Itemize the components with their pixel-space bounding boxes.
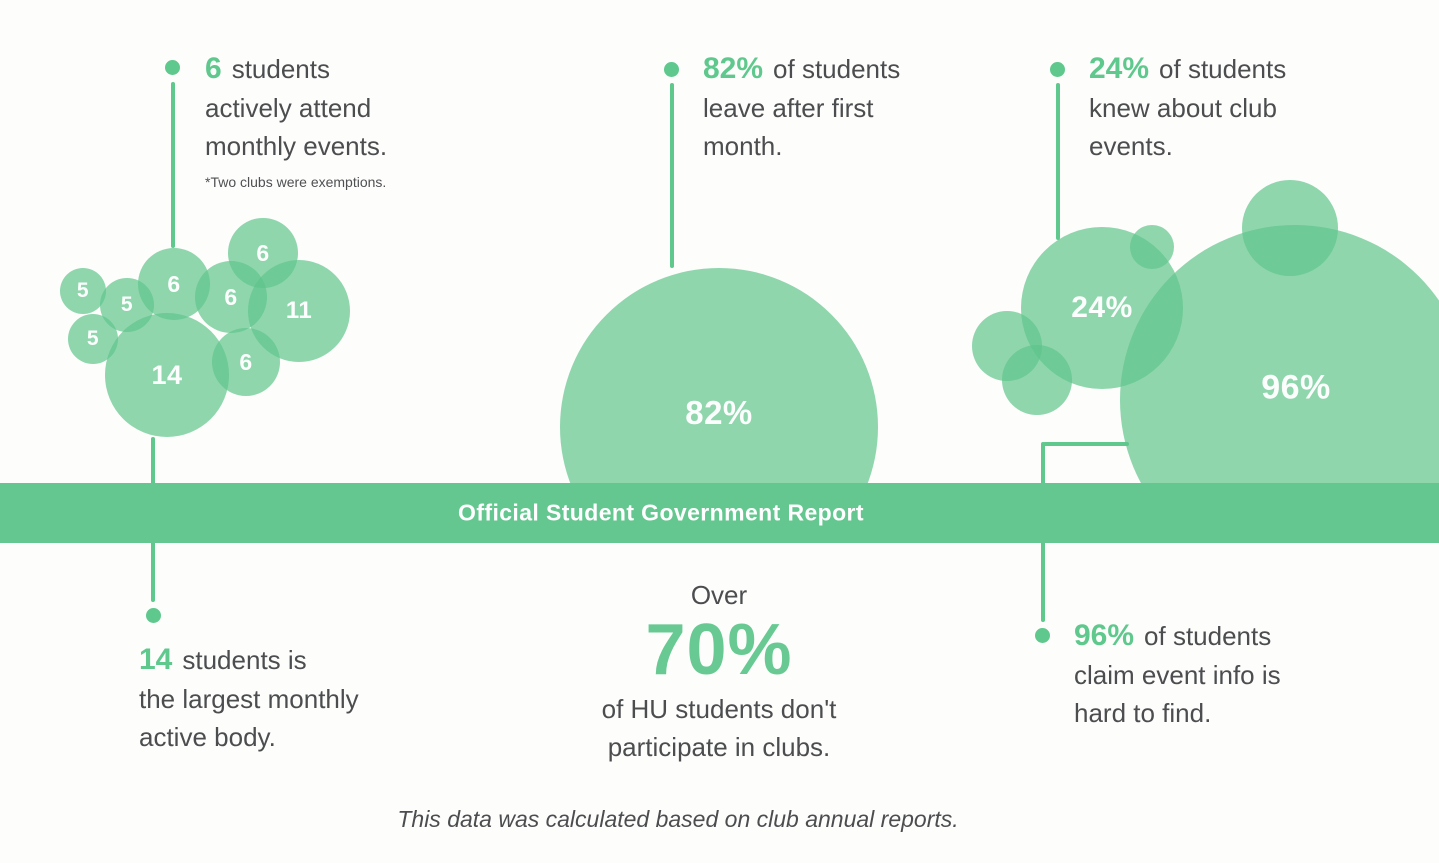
connector-line-top-right xyxy=(1056,83,1060,240)
bubble-label: 82% xyxy=(685,394,753,431)
stat-value: 6 xyxy=(205,52,222,85)
note-footnote: *Two clubs were exemptions. xyxy=(205,173,387,190)
connector-dot-top-left xyxy=(165,60,180,75)
note-line: leave after first xyxy=(703,92,874,123)
stat-value-large: 70% xyxy=(645,609,793,690)
note-top-left: 6 students actively attend monthly events… xyxy=(205,50,387,192)
stat-value: 14 xyxy=(139,643,173,676)
note-line: actively attend xyxy=(205,92,372,123)
note-bottom-middle: Over 70% of HU students don't participat… xyxy=(602,576,837,767)
bubble-label: 6 xyxy=(167,270,181,297)
bubble-label: 5 xyxy=(120,293,134,316)
bubble-label: 6 xyxy=(224,283,238,310)
note-top-right: 24% of students knew about club events. xyxy=(1089,50,1286,166)
bubble-monthly-active-students-per-club-5: 5 xyxy=(60,268,106,314)
note-line: active body. xyxy=(139,722,276,752)
note-bottom-left: 14 students is the largest monthly active… xyxy=(139,641,359,757)
note-line: 6 students xyxy=(205,50,387,89)
stat-value: 82% xyxy=(703,52,764,85)
bubble-label: 6 xyxy=(239,348,253,375)
connector-dot-bottom-left xyxy=(145,608,161,623)
banner: Official Student Government Report xyxy=(0,483,1439,543)
note-line: hard to find. xyxy=(1074,698,1212,728)
note-line: 96% of students xyxy=(1074,617,1281,656)
bubble-label: 96% xyxy=(1261,368,1331,407)
stat-value: 24% xyxy=(1089,52,1150,85)
bubble-label: 6 xyxy=(256,239,270,266)
connector-line-top-middle xyxy=(669,83,674,268)
connector-line-bottom-right-horizontal xyxy=(1042,441,1129,446)
note-text: of students xyxy=(773,54,901,84)
note-line: events. xyxy=(1089,131,1173,161)
note-line: 82% of students xyxy=(703,50,900,89)
note-line: 24% of students xyxy=(1089,50,1286,89)
connector-dot-bottom-right xyxy=(1034,628,1050,643)
note-line: participate in clubs. xyxy=(607,732,831,762)
bubble-label: 24% xyxy=(1071,291,1133,324)
connector-line-top-left xyxy=(170,82,175,248)
banner-title: Official Student Government Report xyxy=(458,499,864,526)
note-line: the largest monthly xyxy=(139,683,359,714)
bubble-monthly-active-students-per-club-14: 14 xyxy=(105,313,229,437)
note-line: knew about club xyxy=(1089,92,1277,123)
note-bottom-right: 96% of students claim event info is hard … xyxy=(1074,617,1281,733)
note-line: claim event info is xyxy=(1074,659,1281,690)
note-text: of students xyxy=(1144,621,1272,651)
caption: This data was calculated based on club a… xyxy=(397,806,959,832)
note-text: students xyxy=(231,54,330,84)
note-line: month. xyxy=(703,131,783,161)
connector-dot-top-middle xyxy=(664,61,679,77)
bubble-label: 5 xyxy=(76,279,90,302)
note-text: students is xyxy=(182,645,307,675)
bubble-label: 14 xyxy=(151,359,183,390)
connector-dot-top-right xyxy=(1050,61,1065,77)
note-line: Over xyxy=(690,580,748,610)
stat-value: 96% xyxy=(1074,619,1135,652)
bubble-label: 11 xyxy=(285,297,313,324)
note-line: 14 students is xyxy=(139,641,359,680)
note-text: of students xyxy=(1159,54,1287,84)
note-line: of HU students don't xyxy=(601,693,837,724)
note-line: monthly events. xyxy=(205,131,388,161)
note-top-middle: 82% of students leave after first month. xyxy=(703,50,900,166)
bubble-label: 5 xyxy=(86,327,100,350)
